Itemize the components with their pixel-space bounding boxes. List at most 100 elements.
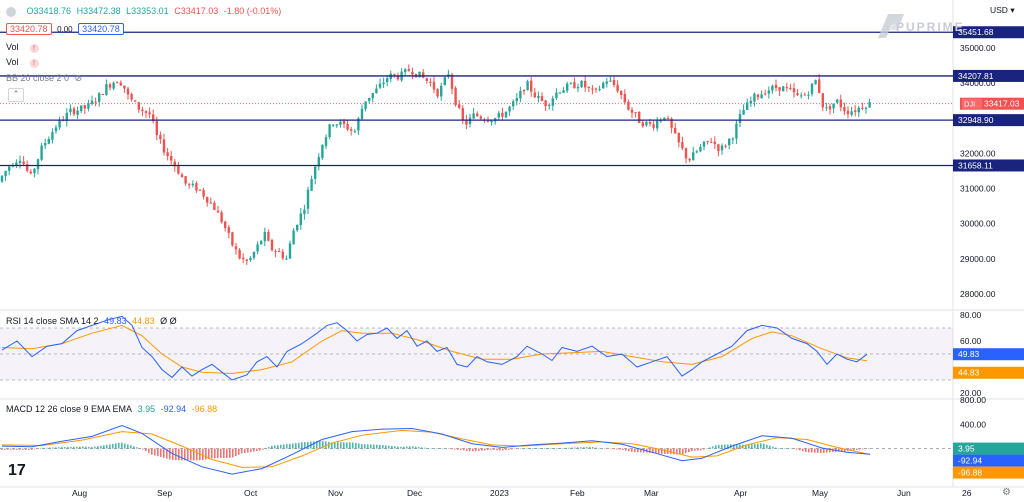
candle-body bbox=[616, 84, 619, 92]
candle-body bbox=[828, 106, 832, 110]
macd-signal-value: -96.88 bbox=[191, 404, 218, 414]
macd-histogram-bar bbox=[73, 446, 75, 449]
macd-histogram-bar bbox=[166, 448, 168, 459]
macd-histogram-bar bbox=[802, 448, 804, 452]
rsi-signal-value: 44.83 bbox=[132, 316, 155, 326]
candle-body bbox=[854, 110, 857, 113]
eye-slash-icon[interactable]: ⊘ bbox=[74, 73, 83, 83]
macd-histogram-bar bbox=[133, 446, 135, 449]
macd-histogram-bar bbox=[517, 448, 519, 450]
bid-button[interactable]: 33420.78 bbox=[6, 23, 52, 35]
bid-ask-row: 33420.78 0.00 33420.78 bbox=[6, 23, 127, 35]
macd-value: -92.94 bbox=[160, 404, 187, 414]
candle-body bbox=[738, 114, 742, 123]
candle-body bbox=[422, 72, 425, 78]
macd-histogram-bar bbox=[850, 448, 852, 451]
candle-body bbox=[44, 142, 47, 146]
candle-body bbox=[51, 132, 54, 140]
collapse-icon[interactable] bbox=[6, 6, 16, 17]
macd-tick-label: 400.00 bbox=[960, 419, 986, 429]
macd-histogram-bar bbox=[328, 441, 330, 449]
macd-histogram-bar bbox=[79, 446, 81, 449]
macd-histogram-bar bbox=[733, 444, 735, 449]
macd-histogram-bar bbox=[718, 444, 720, 449]
macd-line bbox=[1, 424, 871, 475]
candle-body bbox=[119, 82, 122, 86]
candle-body bbox=[364, 101, 367, 109]
macd-histogram-bar bbox=[604, 448, 606, 450]
macd-histogram-bar bbox=[706, 448, 708, 449]
macd-histogram-bar bbox=[655, 448, 657, 454]
macd-histogram-bar bbox=[823, 448, 825, 453]
candle-body bbox=[8, 166, 11, 171]
macd-histogram-bar bbox=[7, 448, 9, 450]
tradingview-logo[interactable]: 17 bbox=[8, 462, 26, 479]
macd-histogram-bar bbox=[526, 448, 528, 449]
price-tick-label: 32000.00 bbox=[960, 148, 996, 158]
candle-body bbox=[756, 94, 760, 98]
macd-histogram-bar bbox=[262, 448, 264, 450]
macd-histogram-bar bbox=[826, 448, 828, 453]
candle-body bbox=[98, 93, 101, 103]
macd-histogram-bar bbox=[433, 448, 435, 449]
candle-body bbox=[814, 80, 817, 85]
macd-histogram-bar bbox=[775, 447, 777, 449]
bb-label: BB 20 close 2 0 bbox=[6, 73, 70, 83]
settings-gear-icon[interactable]: ⚙ bbox=[1002, 487, 1011, 498]
candle-body bbox=[803, 94, 806, 96]
time-tick-label: Oct bbox=[244, 488, 258, 498]
macd-histogram-bar bbox=[457, 448, 459, 450]
macd-histogram-bar bbox=[511, 448, 513, 450]
macd-histogram-bar bbox=[271, 445, 273, 449]
candle-body bbox=[792, 88, 796, 93]
last-price-badge bbox=[960, 97, 1024, 110]
macd-histogram-bar bbox=[757, 443, 759, 449]
macd-histogram-bar bbox=[46, 447, 48, 449]
macd-histogram-bar bbox=[385, 445, 387, 449]
macd-histogram-bar bbox=[778, 448, 780, 449]
macd-histogram-bar bbox=[478, 448, 480, 451]
macd-histogram-bar bbox=[256, 448, 258, 451]
macd-histogram-bar bbox=[376, 444, 378, 449]
macd-histogram-bar bbox=[343, 442, 345, 449]
time-tick-label: 2023 bbox=[490, 488, 509, 498]
candle-body bbox=[306, 189, 310, 209]
candle-body bbox=[670, 118, 673, 128]
macd-histogram-bar bbox=[616, 448, 618, 450]
spread-value: 0.00 bbox=[57, 25, 73, 34]
macd-histogram-bar bbox=[67, 446, 69, 449]
candle-body bbox=[224, 221, 227, 228]
macd-histogram-bar bbox=[154, 448, 156, 456]
candle-body bbox=[530, 80, 533, 92]
alert-icon[interactable]: ! bbox=[29, 44, 39, 53]
candle-body bbox=[645, 121, 648, 126]
alert-icon[interactable]: ! bbox=[29, 59, 39, 68]
candle-body bbox=[508, 106, 511, 112]
macd-histogram-bar bbox=[91, 447, 93, 449]
rsi-tick-label: 80.00 bbox=[960, 310, 982, 320]
collapse-legend-button[interactable]: ⌃ bbox=[8, 88, 24, 102]
macd-histogram-bar bbox=[766, 444, 768, 449]
candle-body bbox=[170, 155, 173, 161]
candle-body bbox=[321, 144, 324, 159]
macd-histogram-bar bbox=[85, 446, 87, 449]
ask-button[interactable]: 33420.78 bbox=[78, 23, 124, 35]
currency-label: USD bbox=[990, 5, 1008, 15]
candle-body bbox=[702, 141, 706, 147]
macd-histogram-bar bbox=[112, 443, 114, 449]
macd-histogram-bar bbox=[754, 443, 756, 449]
macd-histogram-bar bbox=[292, 443, 294, 449]
macd-histogram-bar bbox=[679, 448, 681, 455]
rsi-tick-label: 60.00 bbox=[960, 336, 982, 346]
macd-histogram-bar bbox=[760, 443, 762, 449]
candle-body bbox=[162, 139, 166, 153]
candle-body bbox=[832, 103, 835, 109]
macd-histogram-bar bbox=[811, 448, 813, 453]
currency-selector[interactable]: USD ▾ bbox=[990, 5, 1015, 15]
macd-histogram-bar bbox=[76, 446, 78, 449]
macd-histogram-bar bbox=[682, 448, 684, 455]
macd-histogram-bar bbox=[790, 448, 792, 449]
macd-histogram-bar bbox=[727, 444, 729, 449]
candle-body bbox=[821, 93, 824, 108]
